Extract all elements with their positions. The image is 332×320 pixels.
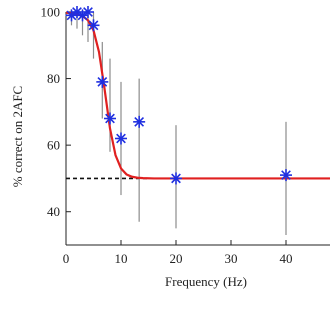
- y-tick-label: 100: [41, 5, 61, 20]
- tick-labels: 0 10 20 30 40 40 60 80 100: [41, 5, 293, 267]
- data-point: [170, 172, 182, 184]
- y-tick-label: 80: [47, 71, 60, 86]
- y-axis-label: % correct on 2AFC: [10, 86, 25, 187]
- error-bars: [72, 12, 287, 235]
- fit-curve: [66, 13, 330, 179]
- data-point: [280, 169, 292, 181]
- x-tick-label: 30: [225, 251, 238, 266]
- data-point: [96, 76, 108, 88]
- axes: [66, 12, 330, 245]
- x-tick-label: 0: [63, 251, 70, 266]
- x-tick-label: 10: [115, 251, 128, 266]
- y-tick-label: 60: [47, 138, 60, 153]
- x-tick-label: 40: [280, 251, 293, 266]
- data-point: [133, 116, 145, 128]
- data-point: [104, 113, 116, 125]
- data-point: [82, 6, 94, 18]
- x-axis-label: Frequency (Hz): [165, 274, 247, 289]
- y-tick-label: 40: [47, 204, 60, 219]
- data-point: [88, 19, 100, 31]
- data-point: [115, 132, 127, 144]
- fit-curve-group: [66, 13, 330, 179]
- x-tick-label: 20: [170, 251, 183, 266]
- data-markers: [66, 6, 293, 184]
